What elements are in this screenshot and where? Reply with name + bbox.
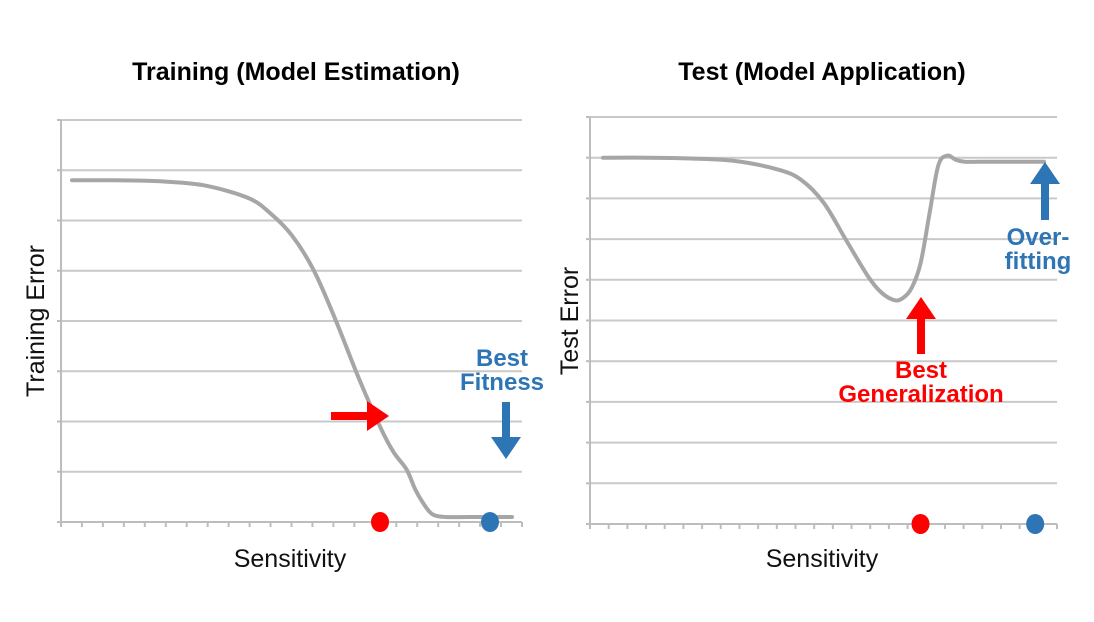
x-axis-marker-red-dot xyxy=(911,514,930,534)
x-axis-marker-red-dot xyxy=(371,512,389,532)
test-y-axis-label: Test Error xyxy=(556,267,584,375)
annotation-label: Best xyxy=(895,357,947,384)
annotation-label: Over- xyxy=(1007,224,1070,251)
annotation-arrow-down xyxy=(491,402,521,459)
training-x-axis-label: Sensitivity xyxy=(234,545,347,573)
annotation-arrow-up xyxy=(906,297,936,354)
training-error-line xyxy=(70,178,514,520)
annotation-arrow-up xyxy=(1030,162,1060,220)
annotation-label: fitting xyxy=(1005,248,1072,275)
test-error-line xyxy=(601,153,1046,303)
annotation-arrow-right xyxy=(331,401,389,431)
annotation-label: Generalization xyxy=(838,381,1003,408)
x-axis-marker-blue-dot xyxy=(481,512,499,532)
annotation-label: Best xyxy=(476,345,528,372)
test-x-axis-label: Sensitivity xyxy=(766,545,879,573)
training-y-axis-label: Training Error xyxy=(22,245,50,397)
annotation-label: Fitness xyxy=(460,369,544,396)
training-chart: Training (Model Estimation) BestFitness … xyxy=(22,58,544,573)
test-chart: Test (Model Application) Over-fitting Bes… xyxy=(556,58,1071,573)
x-axis-marker-blue-dot xyxy=(1026,514,1045,534)
training-chart-title: Training (Model Estimation) xyxy=(132,58,460,86)
test-chart-title: Test (Model Application) xyxy=(678,58,966,86)
